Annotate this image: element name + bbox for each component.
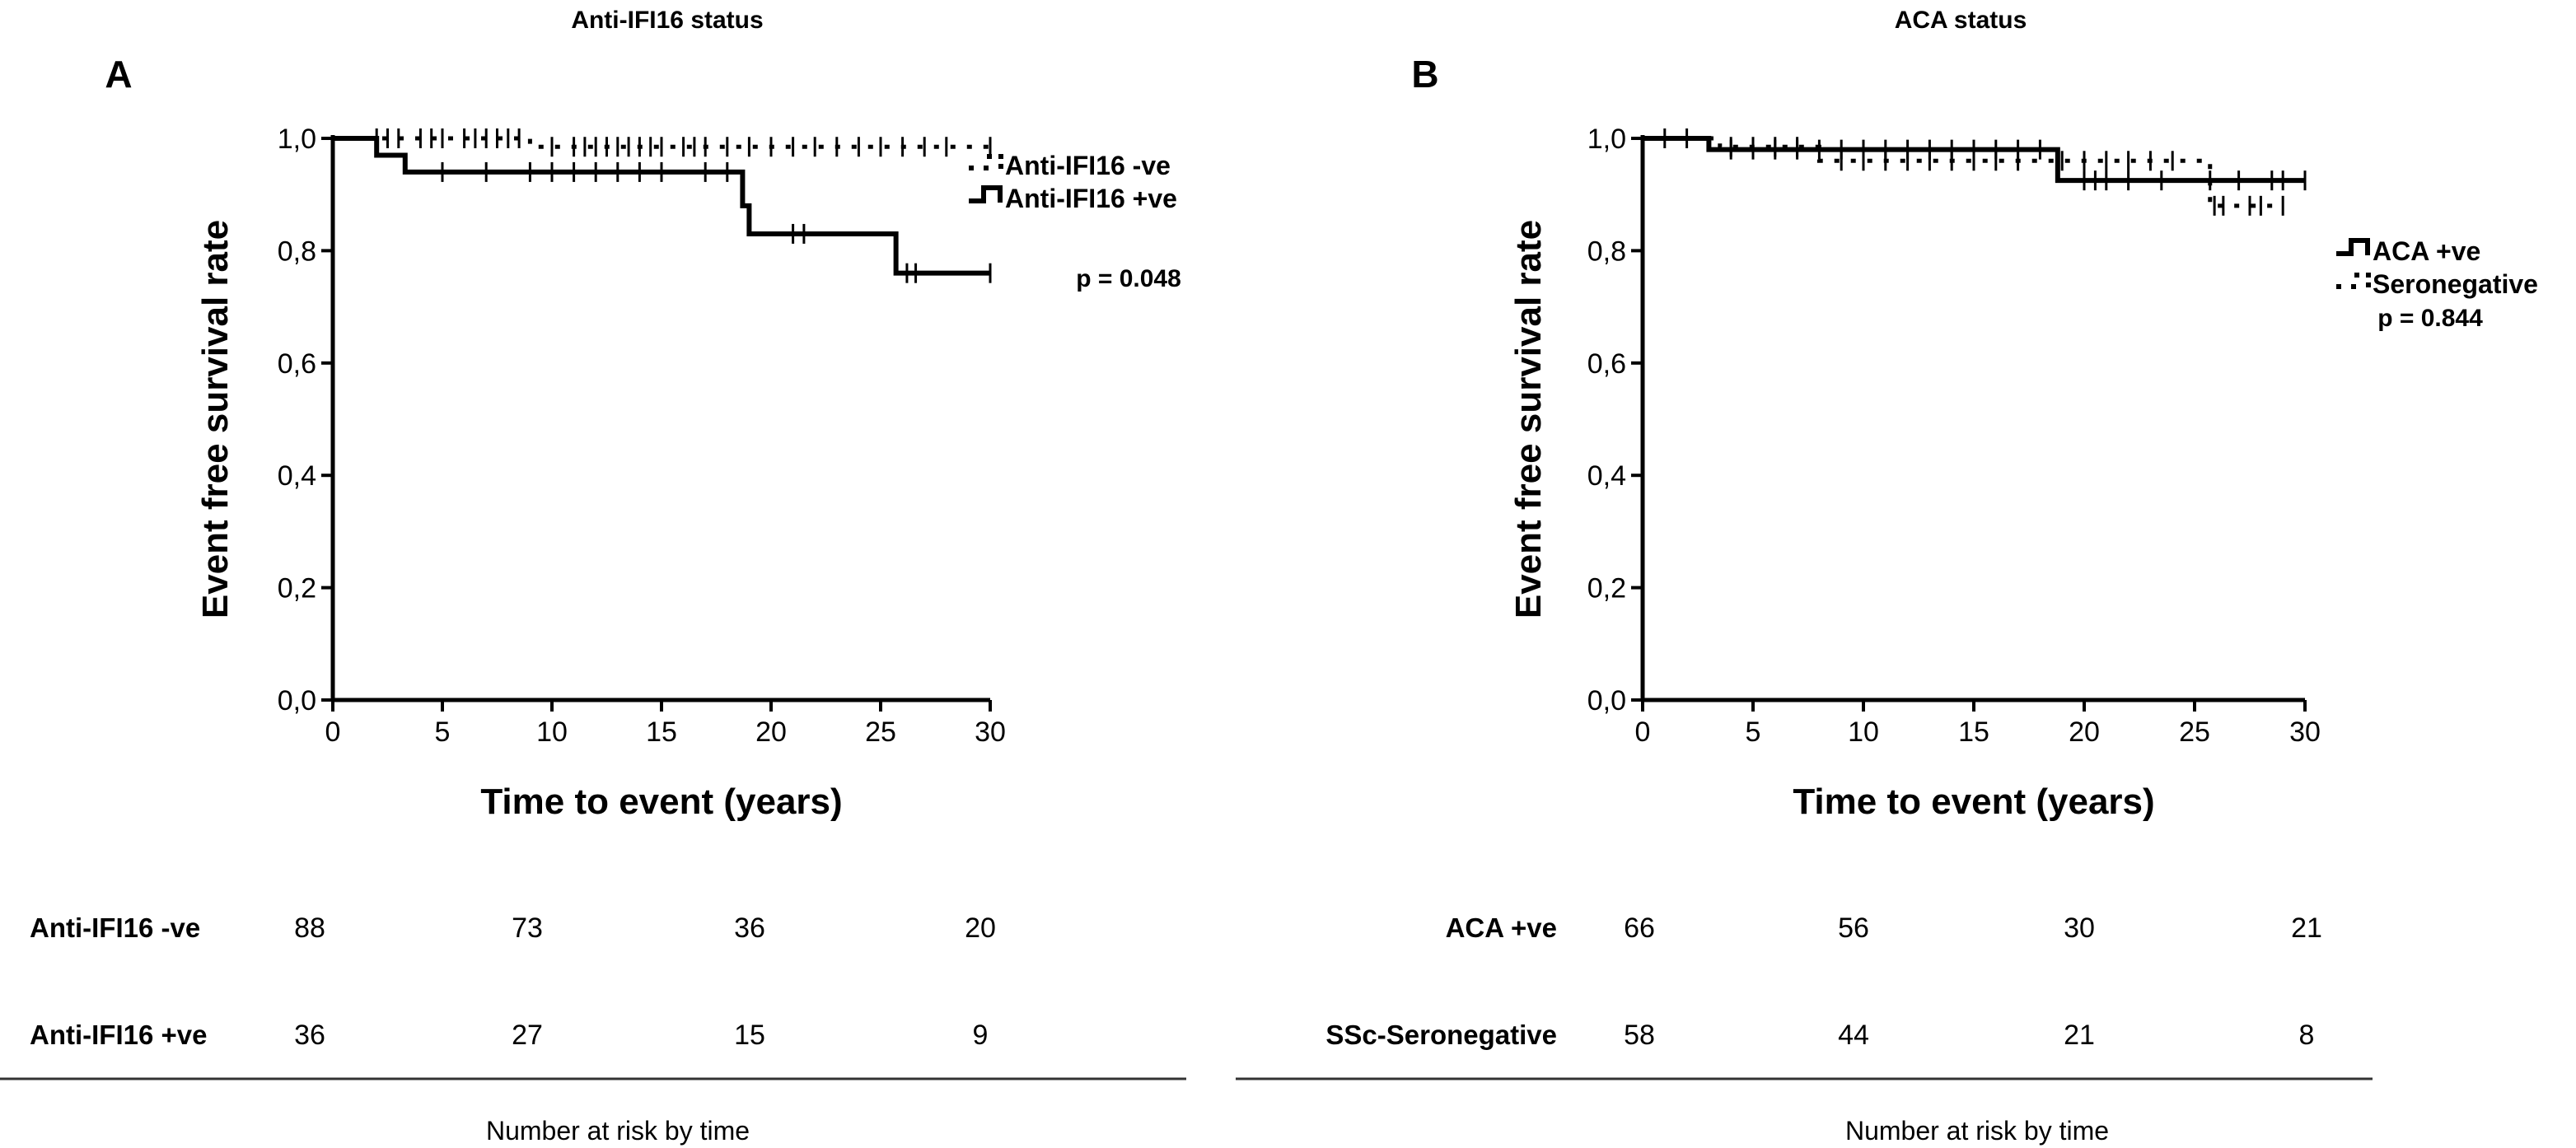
y-axis-label: Event free survival rate xyxy=(195,220,236,618)
panel-letter: B xyxy=(1411,53,1438,96)
legend-swatch-solid xyxy=(2336,238,2370,256)
risk-value: 36 xyxy=(734,912,765,944)
y-tick-label: 0,0 xyxy=(278,685,316,716)
y-axis-label: Event free survival rate xyxy=(1508,220,1549,618)
x-axis-label: Time to event (years) xyxy=(480,782,842,822)
risk-value: 21 xyxy=(2064,1020,2095,1051)
y-tick-label: 0,4 xyxy=(1587,460,1626,492)
risk-value: 56 xyxy=(1838,912,1869,944)
legend-swatch-dotted xyxy=(969,154,1003,170)
risk-value: 73 xyxy=(512,912,543,944)
x-tick-label: 15 xyxy=(1958,716,1989,748)
survival-curve-anti-ifi16-ve xyxy=(333,136,990,276)
risk-value: 20 xyxy=(965,912,996,944)
x-tick-label: 10 xyxy=(1848,716,1879,748)
legend-label: Anti-IFI16 -ve xyxy=(1005,151,1171,180)
x-tick-label: 5 xyxy=(1746,716,1761,748)
risk-value: 58 xyxy=(1624,1020,1655,1051)
x-tick-label: 5 xyxy=(435,716,451,748)
risk-value: 27 xyxy=(512,1020,543,1051)
risk-value: 66 xyxy=(1624,912,1655,944)
x-tick-label: 0 xyxy=(1635,716,1651,748)
x-tick-label: 20 xyxy=(2069,716,2100,748)
y-tick-label: 0,2 xyxy=(1587,573,1626,604)
y-tick-label: 0,0 xyxy=(1587,685,1626,716)
x-tick-label: 25 xyxy=(2179,716,2210,748)
risk-row-label: Anti-IFI16 -ve xyxy=(30,912,200,943)
y-tick-label: 0,6 xyxy=(1587,348,1626,380)
survival-curve-anti-ifi16-ve xyxy=(333,136,990,149)
y-tick-label: 0,6 xyxy=(278,348,316,380)
legend-label: Anti-IFI16 +ve xyxy=(1005,184,1177,213)
legend-swatch-dotted xyxy=(2336,273,2371,289)
risk-value: 30 xyxy=(2064,912,2095,944)
risk-row-label: ACA +ve xyxy=(1446,912,1557,943)
risk-row-label: SSc-Seronegative xyxy=(1325,1020,1557,1050)
risk-value: 15 xyxy=(734,1020,765,1051)
x-tick-label: 30 xyxy=(975,716,1006,748)
y-tick-label: 1,0 xyxy=(1587,124,1626,155)
risk-table-caption: Number at risk by time xyxy=(486,1116,750,1146)
chart-title: Anti-IFI16 status xyxy=(571,7,763,34)
p-value: p = 0.048 xyxy=(1076,265,1181,292)
risk-row-label: Anti-IFI16 +ve xyxy=(30,1020,207,1050)
risk-value: 44 xyxy=(1838,1020,1869,1051)
panel-b: ACA status B 0 5 10 15 20 25 30 0,0 0,2 0,4 0,6 0,8 1,… xyxy=(1236,7,2538,1146)
p-value: p = 0.844 xyxy=(2377,305,2483,332)
risk-value: 36 xyxy=(294,1020,325,1051)
x-tick-label: 30 xyxy=(2289,716,2321,748)
y-tick-label: 0,8 xyxy=(278,236,316,267)
risk-value: 9 xyxy=(973,1020,989,1051)
survival-curve-aca-ve xyxy=(1643,136,2305,184)
legend-label: ACA +ve xyxy=(2373,236,2480,266)
chart-title: ACA status xyxy=(1895,7,2027,34)
risk-value: 88 xyxy=(294,912,325,944)
x-tick-label: 15 xyxy=(646,716,677,748)
y-tick-label: 1,0 xyxy=(278,124,316,155)
x-axis-label: Time to event (years) xyxy=(1793,782,2154,822)
y-tick-label: 0,2 xyxy=(278,573,316,604)
x-tick-label: 25 xyxy=(865,716,896,748)
legend-label: Seronegative xyxy=(2373,269,2538,299)
panel-a: Anti-IFI16 status A 0 5 10 15 20 25 30 0,0 0,2 0,4 0… xyxy=(0,7,1186,1146)
survival-curve-seronegative xyxy=(1643,136,2284,208)
x-tick-label: 0 xyxy=(325,716,341,748)
x-tick-label: 10 xyxy=(536,716,568,748)
x-tick-label: 20 xyxy=(755,716,787,748)
risk-value: 8 xyxy=(2299,1020,2315,1051)
panel-letter: A xyxy=(105,53,132,96)
legend-swatch-solid xyxy=(969,185,1003,203)
risk-table-caption: Number at risk by time xyxy=(1845,1116,2109,1146)
risk-value: 21 xyxy=(2291,912,2322,944)
y-tick-label: 0,8 xyxy=(1587,236,1626,267)
y-tick-label: 0,4 xyxy=(278,460,316,492)
